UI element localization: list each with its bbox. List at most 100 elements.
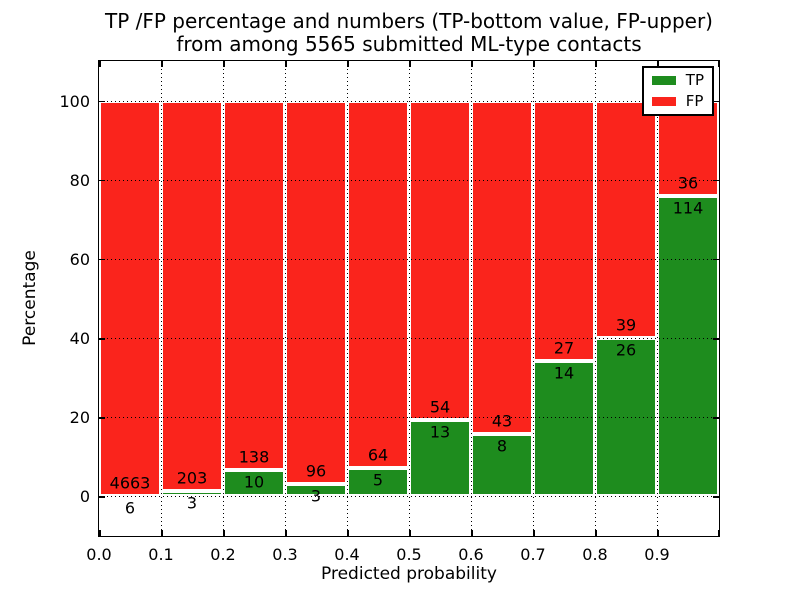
x-tick-mark-top xyxy=(99,61,101,67)
fp-bar-segment xyxy=(409,100,471,420)
fp-bar-segment xyxy=(285,100,347,485)
x-axis-label: Predicted probability xyxy=(321,564,497,584)
x-tick-mark xyxy=(595,530,597,536)
tp-bar-segment xyxy=(347,467,409,497)
y-tick-mark xyxy=(99,179,105,182)
y-tick-mark-right xyxy=(713,417,719,419)
fp-bar-segment xyxy=(595,100,657,339)
y-tick-mark-right xyxy=(713,100,719,103)
tp-bar-segment xyxy=(285,484,347,497)
tp-bar-segment xyxy=(161,490,223,497)
x-tick-mark-top xyxy=(657,61,659,67)
tp-count-label: 13 xyxy=(429,422,451,442)
fp-bar-segment xyxy=(161,100,223,491)
x-tick-mark xyxy=(99,530,101,536)
tp-bar-segment xyxy=(409,419,471,497)
x-tick-label: 0.8 xyxy=(582,545,608,564)
fp-count-label: 4663 xyxy=(109,473,151,493)
y-tick-label: 80 xyxy=(69,170,90,190)
fp-count-label: 64 xyxy=(367,445,389,465)
vertical-gridline xyxy=(161,61,162,536)
fp-count-label: 43 xyxy=(491,411,513,431)
plot-area: 4663 6 203 3 138 10 96 3 64 5 54 13 43 8 27 14 39 26 36 114… xyxy=(98,60,720,537)
y-tick-mark-right xyxy=(713,496,719,498)
horizontal-gridline xyxy=(99,100,719,102)
x-tick-mark xyxy=(657,530,659,536)
tp-legend-swatch xyxy=(651,76,676,85)
chart-title-line2: from among 5565 submitted ML-type contac… xyxy=(176,32,642,56)
horizontal-gridline xyxy=(99,258,719,260)
x-tick-mark-top xyxy=(409,61,411,67)
tp-count-label: 8 xyxy=(496,436,508,456)
x-tick-mark xyxy=(533,530,535,536)
fp-bar-segment xyxy=(471,100,533,435)
vertical-gridline xyxy=(595,61,596,536)
tp-bar-segment xyxy=(595,338,657,497)
fp-bar-segment xyxy=(347,100,409,468)
vertical-gridline xyxy=(409,61,410,536)
y-tick-mark xyxy=(99,417,105,419)
x-tick-mark-top xyxy=(223,61,225,67)
horizontal-gridline xyxy=(99,496,719,498)
y-axis-label: Percentage xyxy=(20,250,40,346)
y-tick-label: 0 xyxy=(79,487,90,507)
x-tick-label: 0.0 xyxy=(86,545,112,564)
tp-count-label: 114 xyxy=(672,198,704,218)
grid-layer xyxy=(99,61,719,536)
tp-bar-segment xyxy=(533,361,595,497)
fp-count-label: 138 xyxy=(238,447,270,467)
y-tick-mark-right xyxy=(713,338,719,340)
fp-count-label: 203 xyxy=(176,468,208,488)
x-tick-mark-top xyxy=(285,61,287,67)
tp-count-label: 3 xyxy=(310,486,322,506)
y-tick-label: 100 xyxy=(59,91,90,111)
x-tick-label: 0.6 xyxy=(458,545,484,564)
tp-bar-segment xyxy=(657,195,719,497)
x-tick-label: 0.5 xyxy=(396,545,422,564)
chart-title-line1: TP /FP percentage and numbers (TP-bottom… xyxy=(105,9,713,33)
y-tick-label: 40 xyxy=(69,329,90,349)
x-tick-mark-top xyxy=(161,61,163,67)
legend-label: TP xyxy=(685,71,704,89)
vertical-gridline xyxy=(657,61,658,536)
fp-bar-segment xyxy=(99,100,161,496)
tp-count-label: 14 xyxy=(553,363,575,383)
tp-count-label: 3 xyxy=(186,493,198,513)
x-tick-label: 0.3 xyxy=(272,545,298,564)
y-tick-label: 60 xyxy=(69,249,90,269)
fp-bar-segment xyxy=(223,100,285,470)
x-tick-mark xyxy=(161,530,163,536)
x-tick-mark-top xyxy=(717,61,719,67)
x-tick-mark xyxy=(471,530,473,536)
y-tick-mark xyxy=(99,338,105,340)
x-tick-mark xyxy=(223,530,225,536)
fp-count-label: 39 xyxy=(615,315,637,335)
y-tick-mark xyxy=(99,100,105,103)
tp-bar-segment xyxy=(471,434,533,497)
x-tick-mark xyxy=(717,530,719,536)
horizontal-gridline xyxy=(99,417,719,419)
tp-count-label: 6 xyxy=(124,498,136,518)
fp-count-label: 54 xyxy=(429,397,451,417)
ticks-layer xyxy=(99,61,719,536)
x-tick-mark xyxy=(285,530,287,536)
y-tick-label: 20 xyxy=(69,408,90,428)
vertical-gridline xyxy=(471,61,472,536)
tp-count-label: 5 xyxy=(372,470,384,490)
bar-labels-layer: 4663 6 203 3 138 10 96 3 64 5 54 13 43 8 27 14 39 26 36 114 xyxy=(99,61,719,536)
horizontal-gridline xyxy=(99,179,719,181)
x-tick-mark xyxy=(347,530,349,536)
fp-count-label: 96 xyxy=(305,461,327,481)
legend-item-tp: TP xyxy=(651,71,704,89)
y-tick-mark-right xyxy=(713,258,719,261)
x-tick-label: 0.7 xyxy=(520,545,546,564)
x-tick-mark xyxy=(409,530,411,536)
fp-count-label: 27 xyxy=(553,338,575,358)
y-tick-mark xyxy=(99,258,105,261)
vertical-gridline xyxy=(223,61,224,536)
tp-count-label: 26 xyxy=(615,340,637,360)
x-tick-label: 0.9 xyxy=(644,545,670,564)
x-tick-mark-top xyxy=(471,61,473,67)
x-tick-mark-top xyxy=(533,61,535,67)
x-tick-mark-top xyxy=(595,61,597,67)
